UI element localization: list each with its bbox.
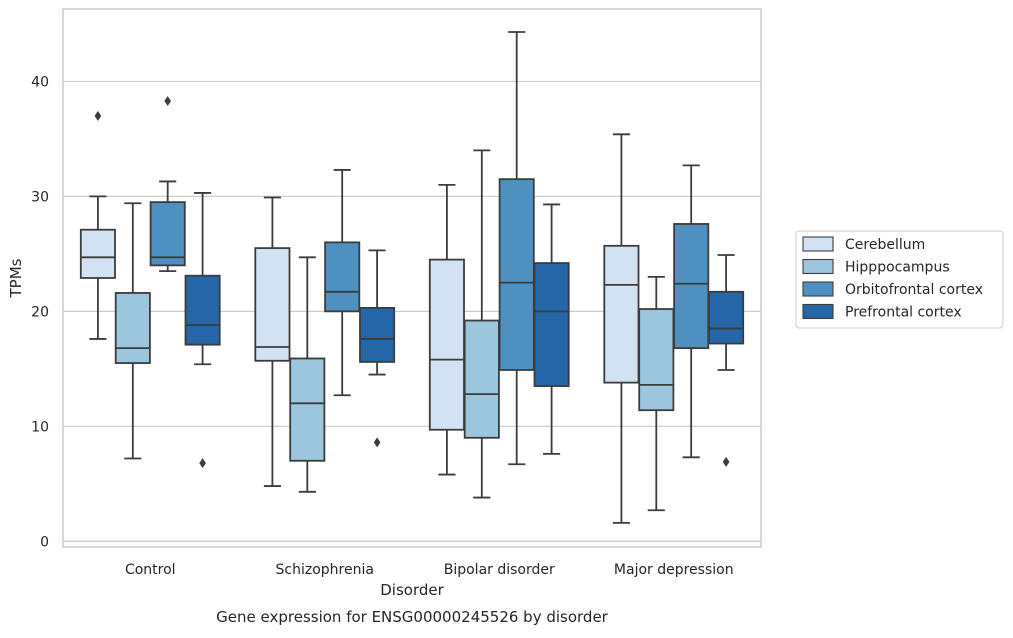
- y-tick-label: 0: [40, 534, 49, 550]
- x-tick-label: Major depression: [614, 562, 734, 578]
- box-plot: [708, 254, 745, 467]
- legend-label: Orbitofrontal cortex: [845, 282, 983, 298]
- legend: Cerebellum Hipppocampus Orbitofrontal cort…: [795, 230, 1004, 329]
- outlier-point: [722, 456, 730, 467]
- legend-frame: [795, 230, 1004, 329]
- legend-item: Hipppocampus: [802, 258, 950, 276]
- legend-items: Cerebellum Hipppocampus Orbitofrontal cort…: [802, 236, 983, 321]
- x-tick-labels: Control Schizophrenia Bipolar disorder Majo…: [125, 562, 734, 578]
- legend-item: Cerebellum: [802, 236, 925, 253]
- y-tick-label: 30: [31, 189, 49, 205]
- box-plot: [184, 192, 221, 469]
- legend-swatch: [802, 303, 834, 320]
- y-tick-label: 10: [31, 419, 49, 435]
- box-body: [498, 178, 535, 371]
- plot-area: [62, 8, 762, 548]
- box-plot: [603, 133, 640, 524]
- box-plot: [428, 183, 465, 476]
- x-tick-label: Bipolar disorder: [444, 562, 555, 578]
- box-body: [463, 319, 500, 439]
- box-body: [184, 274, 221, 346]
- x-axis-label: Disorder: [380, 581, 444, 599]
- x-tick-label: Schizophrenia: [276, 562, 374, 578]
- legend-swatch: [802, 281, 834, 297]
- y-tick-label: 40: [31, 74, 49, 90]
- legend-item: Orbitofrontal cortex: [802, 281, 983, 298]
- box-body: [359, 306, 396, 363]
- chart-caption: Gene expression for ENSG00000245526 by d…: [216, 608, 609, 626]
- box-body: [149, 201, 186, 267]
- box-plot: [359, 249, 396, 448]
- y-axis-label: TPMs: [7, 258, 25, 298]
- legend-swatch: [802, 258, 834, 275]
- box-body: [533, 262, 570, 387]
- box-body: [114, 292, 151, 364]
- box-plot: [673, 164, 710, 459]
- box-plot: [114, 202, 151, 460]
- box-plot: [638, 275, 675, 512]
- outlier-point: [164, 95, 171, 106]
- box-plot: [149, 95, 186, 273]
- box-plot: [533, 203, 570, 455]
- x-tick-label: Control: [125, 562, 176, 578]
- box-body: [708, 290, 745, 345]
- legend-item: Prefrontal cortex: [802, 303, 962, 321]
- legend-label: Hipppocampus: [845, 260, 950, 276]
- boxes: [79, 31, 745, 524]
- box-plot: [463, 149, 500, 499]
- box-plot: [79, 110, 116, 340]
- box-plot: [289, 256, 326, 493]
- box-body: [289, 357, 326, 462]
- box-body: [603, 244, 640, 384]
- box-body: [324, 241, 361, 313]
- grid-lines: [63, 80, 761, 542]
- box-plot: [324, 169, 361, 397]
- box-body: [428, 258, 465, 431]
- legend-label: Prefrontal cortex: [845, 305, 962, 321]
- box-plot: [254, 196, 291, 487]
- legend-swatch: [802, 236, 834, 252]
- outlier-point: [373, 437, 381, 448]
- y-tick-label: 20: [31, 304, 49, 320]
- box-body: [638, 308, 675, 412]
- outlier-point: [199, 458, 206, 469]
- box-body: [254, 247, 291, 362]
- legend-label: Cerebellum: [845, 237, 925, 253]
- y-tick-labels: 0 10 20 30 40: [31, 74, 49, 550]
- outlier-point: [94, 110, 102, 121]
- box-body: [79, 228, 116, 279]
- box-body: [673, 223, 710, 350]
